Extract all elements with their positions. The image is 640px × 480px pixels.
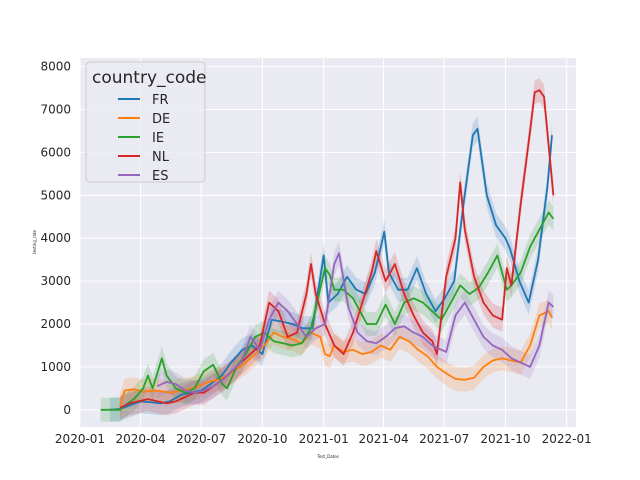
- y-tick-label: 2000: [40, 317, 71, 331]
- series-line-es: [156, 252, 555, 394]
- x-axis-label: Test_Dates: [316, 454, 339, 459]
- x-tick-label: 2021-10: [480, 432, 530, 446]
- series-line-nl: [119, 89, 555, 409]
- x-tick-label: 2020-07: [176, 432, 226, 446]
- x-tick-label: 2021-04: [359, 432, 409, 446]
- series-line-de: [119, 310, 553, 406]
- y-axis-label: testing_rate: [32, 229, 37, 254]
- x-tick-labels: 2020-01 2020-04 2020-07 2020-10 2021-01 2021-…: [55, 432, 592, 446]
- x-tick-label: 2020-01: [55, 432, 105, 446]
- y-tick-label: 7000: [40, 102, 71, 116]
- series-lines: [100, 89, 555, 411]
- legend: country_code FR DE IE NL ES: [85, 61, 207, 184]
- legend-label-de: DE: [152, 112, 170, 127]
- x-tick-label: 2020-10: [237, 432, 287, 446]
- y-tick-labels: 0 1000 2000 3000 4000 5000 6000 7000 8000: [40, 60, 71, 417]
- x-tick-label: 2022-01: [542, 432, 592, 446]
- legend-label-ie: IE: [152, 131, 164, 146]
- x-tick-label: 2020-04: [116, 432, 166, 446]
- y-tick-label: 6000: [40, 145, 71, 159]
- legend-items: FR DE IE NL ES: [118, 93, 170, 184]
- x-tick-label: 2021-01: [299, 432, 349, 446]
- y-tick-label: 4000: [40, 231, 71, 245]
- legend-label-fr: FR: [152, 93, 169, 108]
- x-tick-label: 2021-07: [419, 432, 469, 446]
- y-tick-label: 1000: [40, 360, 71, 374]
- band-nl: [119, 78, 554, 420]
- legend-label-nl: NL: [152, 150, 170, 165]
- series-line-fr: [109, 127, 553, 411]
- band-de: [119, 299, 553, 418]
- y-tick-label: 0: [63, 403, 71, 417]
- y-tick-label: 5000: [40, 188, 71, 202]
- legend-box: [85, 61, 206, 183]
- legend-label-es: ES: [152, 169, 168, 184]
- legend-title: country_code: [92, 68, 207, 88]
- y-tick-label: 8000: [40, 60, 71, 74]
- y-tick-label: 3000: [40, 274, 71, 288]
